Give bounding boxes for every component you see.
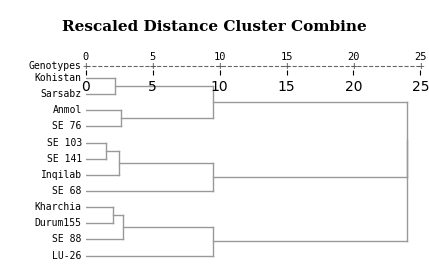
Text: Anmol: Anmol [52, 105, 82, 115]
Text: Genotypes: Genotypes [29, 61, 82, 71]
Text: SE 68: SE 68 [52, 186, 82, 196]
Text: LU-26: LU-26 [52, 250, 82, 261]
Text: 10: 10 [213, 52, 226, 62]
Text: Durum155: Durum155 [35, 218, 82, 228]
Text: Kharchia: Kharchia [35, 202, 82, 212]
Text: Rescaled Distance Cluster Combine: Rescaled Distance Cluster Combine [62, 20, 367, 34]
Text: +: + [216, 61, 223, 71]
Text: 0: 0 [83, 52, 89, 62]
Text: SE 141: SE 141 [46, 154, 82, 164]
Text: +: + [149, 61, 156, 71]
Text: Inqilab: Inqilab [41, 170, 82, 180]
Text: +: + [350, 61, 357, 71]
Text: SE 103: SE 103 [46, 137, 82, 148]
Text: +: + [82, 61, 89, 71]
Text: SE 88: SE 88 [52, 234, 82, 245]
Text: 20: 20 [347, 52, 360, 62]
Text: Kohistan: Kohistan [35, 73, 82, 83]
Text: 15: 15 [280, 52, 293, 62]
Text: SE 76: SE 76 [52, 121, 82, 132]
Text: +: + [283, 61, 290, 71]
Text: +: + [417, 61, 424, 71]
Text: 25: 25 [414, 52, 427, 62]
Text: 5: 5 [150, 52, 156, 62]
Text: Sarsabz: Sarsabz [41, 89, 82, 99]
